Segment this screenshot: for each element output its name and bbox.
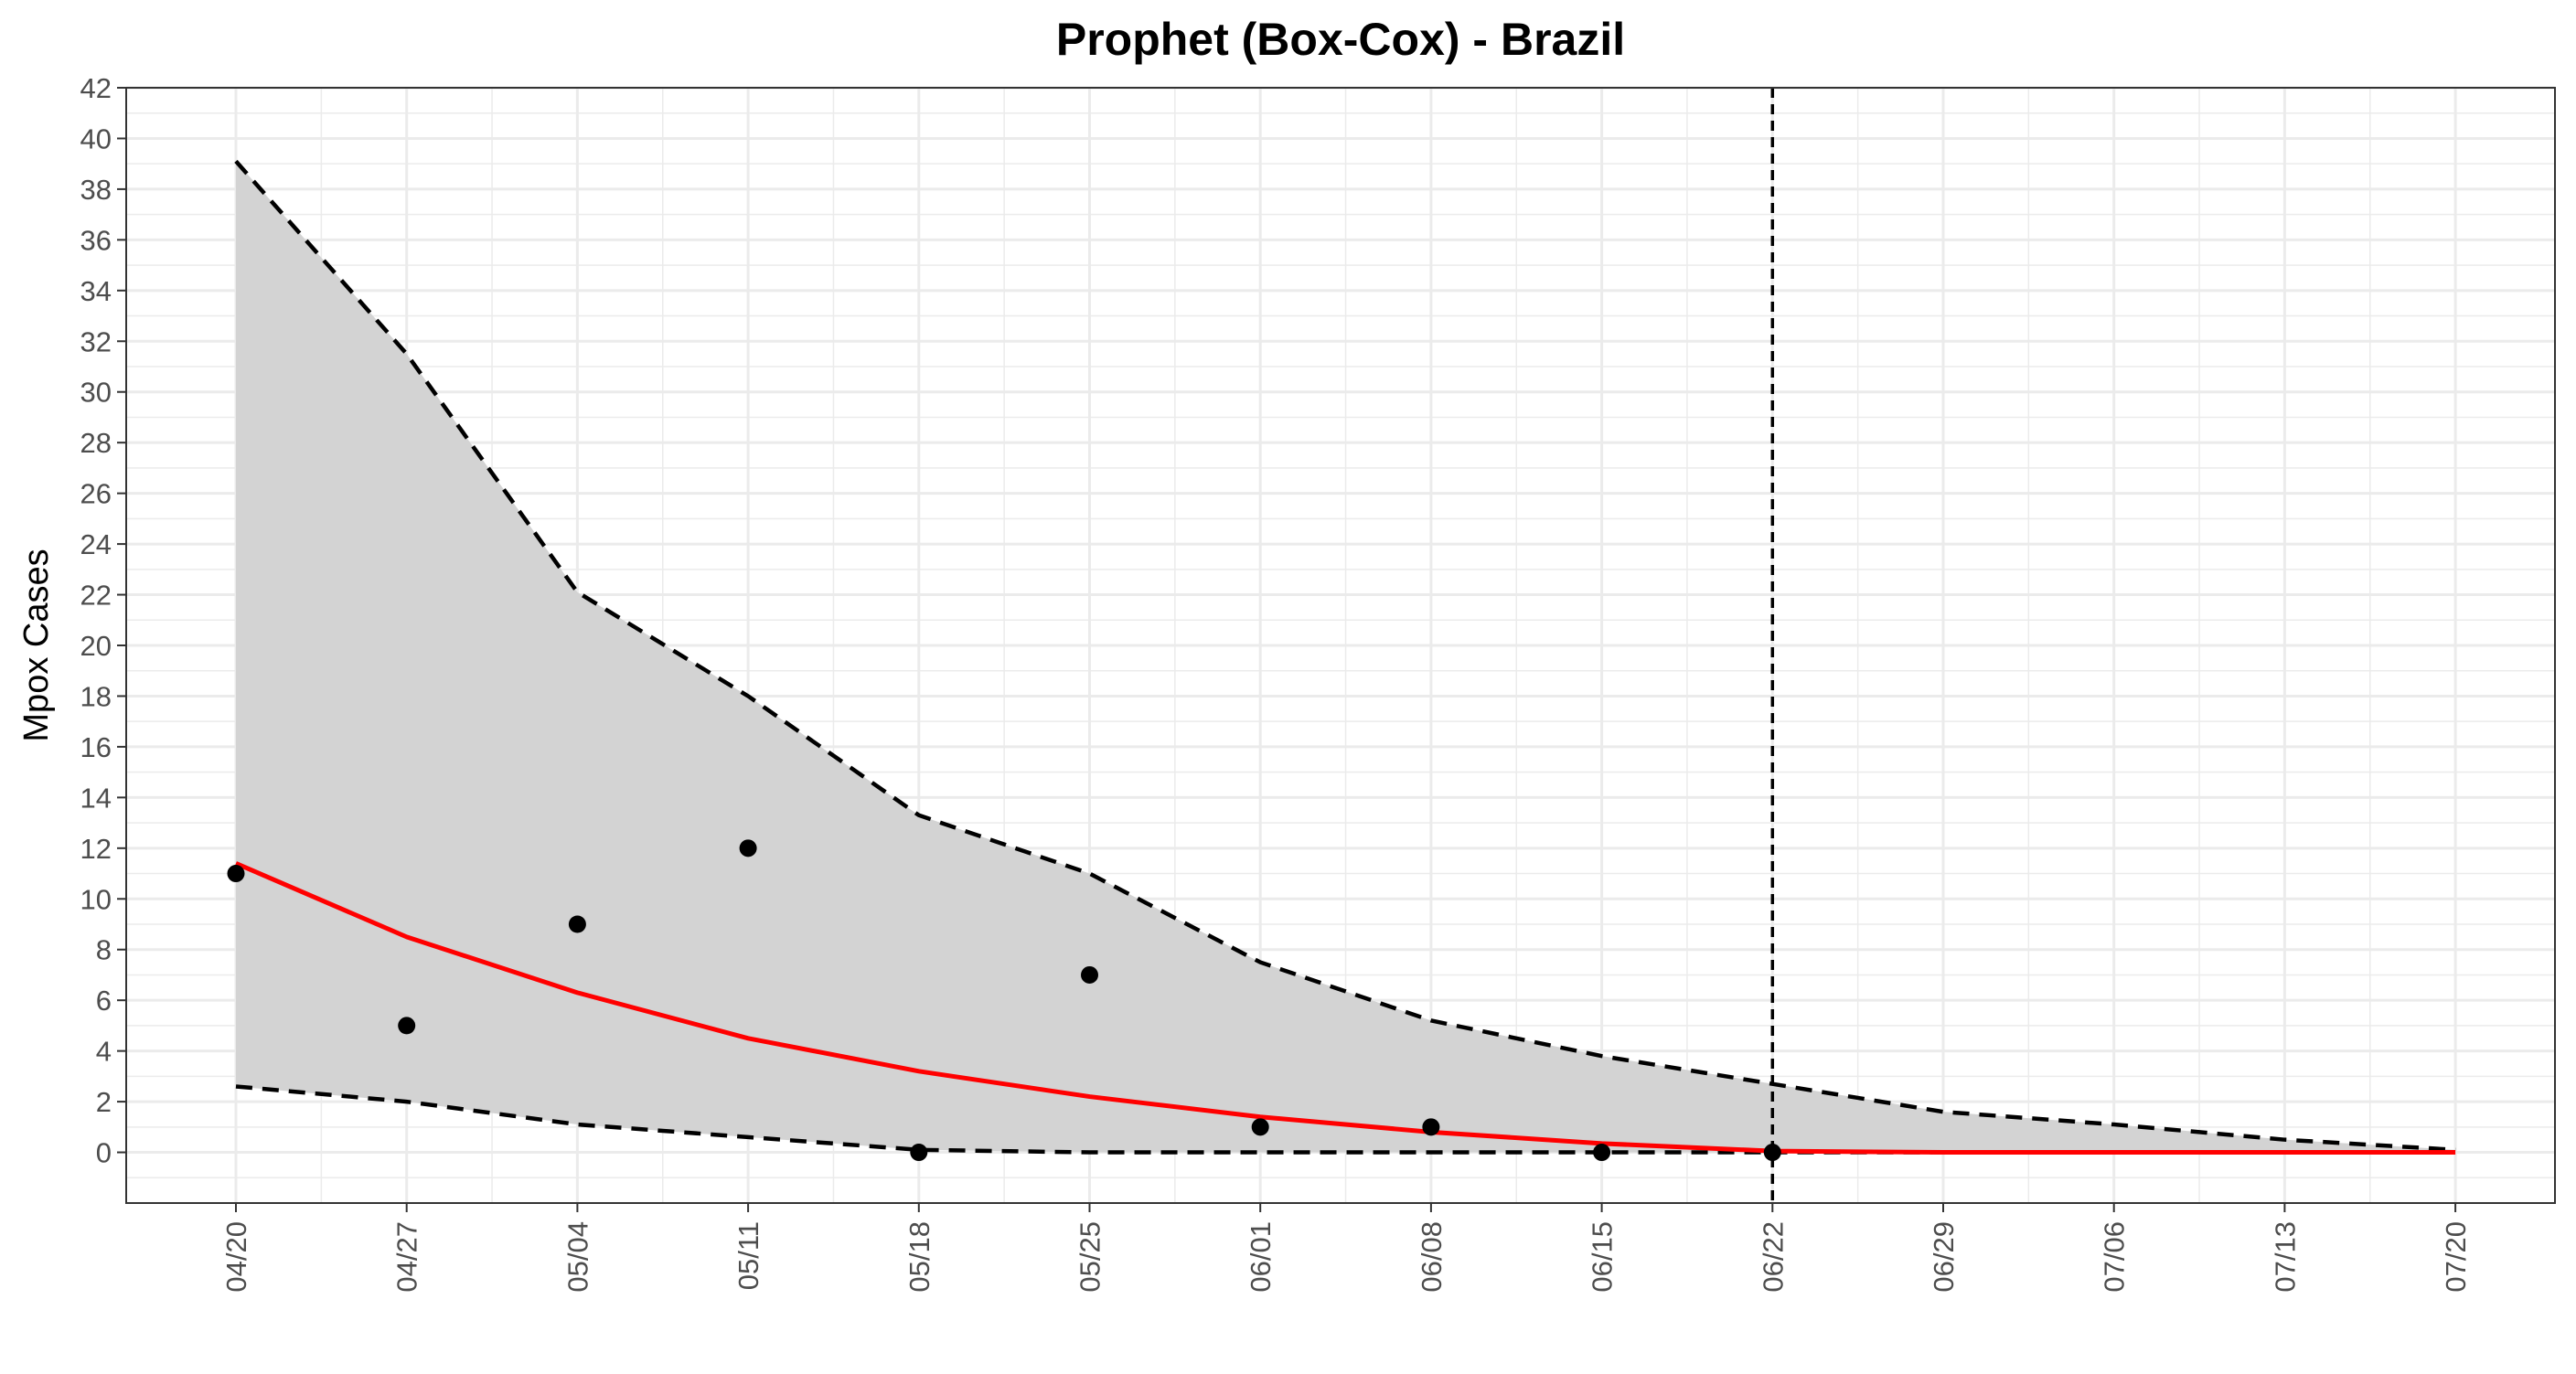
- x-tick-label: 05/04: [561, 1221, 593, 1293]
- x-tick-label: 05/11: [732, 1221, 764, 1290]
- x-tick-label: 05/25: [1074, 1221, 1106, 1293]
- y-tick-label: 14: [80, 782, 112, 814]
- observed-point: [568, 915, 586, 933]
- x-tick-label: 06/15: [1587, 1221, 1619, 1293]
- y-tick-label: 32: [80, 325, 112, 357]
- x-tick-label: 07/13: [2269, 1221, 2301, 1293]
- observed-point: [1251, 1118, 1269, 1136]
- y-tick-label: 10: [80, 883, 112, 915]
- x-tick-label: 06/29: [1928, 1221, 1960, 1293]
- x-tick-label: 04/27: [391, 1221, 423, 1293]
- y-tick-label: 36: [80, 224, 112, 256]
- observed-point: [1422, 1118, 1440, 1136]
- y-tick-label: 16: [80, 731, 112, 763]
- observed-point: [739, 839, 757, 857]
- x-tick-label: 06/08: [1416, 1221, 1448, 1293]
- x-tick-label: 07/06: [2099, 1221, 2131, 1293]
- y-tick-label: 38: [80, 174, 112, 206]
- y-tick-label: 20: [80, 630, 112, 662]
- x-tick-label: 06/01: [1245, 1221, 1277, 1293]
- y-tick-label: 18: [80, 680, 112, 712]
- y-tick-label: 22: [80, 580, 112, 612]
- y-tick-label: 24: [80, 528, 112, 560]
- x-tick-label: 07/20: [2440, 1221, 2472, 1293]
- chart-title: Prophet (Box-Cox) - Brazil: [1056, 14, 1625, 65]
- y-tick-label: 34: [80, 275, 112, 307]
- y-axis-label: Mpox Cases: [17, 549, 56, 741]
- y-tick-label: 26: [80, 478, 112, 510]
- prediction-interval-band: [236, 161, 2456, 1153]
- y-tick-label: 42: [80, 72, 112, 104]
- x-tick-label: 05/18: [903, 1221, 935, 1293]
- x-tick-label: 04/20: [220, 1221, 252, 1293]
- observed-point: [398, 1017, 416, 1035]
- plot-panel: 0246810121416182022242628303234363840420…: [80, 72, 2556, 1293]
- observed-point: [1081, 965, 1098, 984]
- y-tick-label: 28: [80, 427, 112, 459]
- x-tick-label: 06/22: [1757, 1221, 1789, 1293]
- y-tick-label: 6: [96, 985, 112, 1017]
- observed-point: [227, 865, 245, 883]
- y-tick-label: 0: [96, 1137, 112, 1169]
- y-tick-label: 4: [96, 1036, 112, 1068]
- y-tick-label: 40: [80, 122, 112, 154]
- upper-bound-line: [234, 159, 2456, 1153]
- observed-point: [1763, 1144, 1781, 1162]
- observed-point: [1593, 1144, 1611, 1162]
- y-tick-label: 2: [96, 1086, 112, 1118]
- observed-point: [910, 1144, 928, 1162]
- y-tick-label: 30: [80, 377, 112, 409]
- y-tick-label: 8: [96, 934, 112, 966]
- fitted-line: [235, 861, 2456, 1156]
- y-tick-label: 12: [80, 833, 112, 865]
- lower-bound-line: [235, 1084, 2456, 1155]
